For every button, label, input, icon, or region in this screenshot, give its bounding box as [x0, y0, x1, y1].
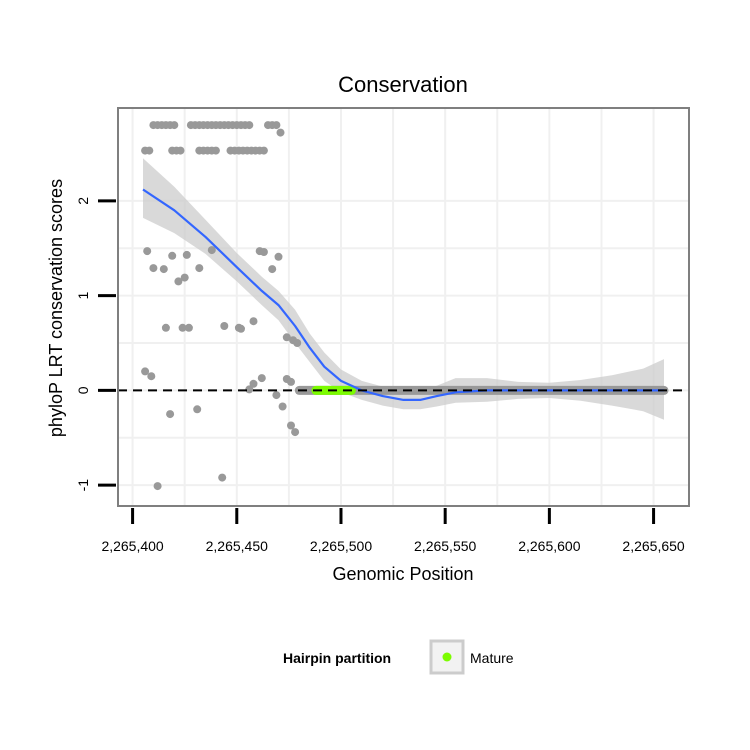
data-point — [159, 265, 168, 274]
data-point — [287, 377, 295, 386]
y-tick-label: 1 — [75, 292, 91, 300]
data-point — [245, 121, 254, 130]
y-axis-title: phyloP LRT conservation scores — [46, 179, 66, 437]
data-point — [287, 421, 295, 430]
data-point — [143, 247, 152, 256]
data-point — [276, 128, 285, 137]
data-point — [245, 385, 254, 394]
x-axis-ticks: 2,265,400 2,265,450 2,265,500 2,265,550 2,26… — [101, 508, 685, 554]
data-point — [180, 273, 189, 282]
data-point — [272, 121, 281, 130]
data-point — [257, 374, 266, 383]
data-point — [274, 252, 283, 261]
data-point — [211, 146, 220, 155]
y-tick-label: -1 — [75, 479, 91, 492]
data-point — [145, 146, 154, 155]
data-point — [168, 251, 177, 260]
data-point — [149, 264, 158, 273]
data-point — [147, 372, 156, 381]
data-point — [259, 248, 268, 256]
data-point — [268, 265, 277, 274]
panel-border — [117, 107, 690, 507]
data-point — [220, 322, 229, 330]
data-point — [184, 323, 193, 332]
data-point — [153, 482, 162, 491]
data-point — [272, 391, 281, 400]
y-tick-label: 0 — [75, 386, 91, 394]
x-tick-label: 2,265,650 — [622, 538, 684, 554]
data-point — [166, 410, 175, 419]
legend: Hairpin partition Mature — [283, 639, 514, 675]
data-point — [293, 339, 302, 347]
data-point — [193, 405, 202, 414]
legend-key-mature-dot — [442, 652, 452, 662]
data-point — [161, 323, 170, 332]
data-point — [218, 473, 227, 482]
y-tick-label: 2 — [75, 197, 91, 205]
data-point — [182, 250, 191, 259]
y-axis-ticks: -1 0 1 2 — [75, 197, 116, 492]
data-point — [237, 324, 245, 333]
x-tick-label: 2,265,400 — [101, 538, 163, 554]
legend-title: Hairpin partition — [283, 650, 391, 666]
x-tick-label: 2,265,550 — [414, 538, 476, 554]
x-tick-label: 2,265,500 — [310, 538, 372, 554]
data-point — [178, 323, 187, 332]
legend-label-mature: Mature — [470, 650, 514, 666]
chart-title: Conservation — [338, 72, 468, 97]
data-point — [249, 379, 258, 388]
x-tick-label: 2,265,600 — [518, 538, 580, 554]
x-tick-label: 2,265,450 — [206, 538, 268, 554]
data-point — [141, 367, 150, 376]
data-point — [259, 146, 268, 155]
x-axis-title: Genomic Position — [332, 564, 473, 584]
data-point — [249, 317, 258, 326]
data-point — [282, 333, 291, 342]
data-point — [176, 146, 185, 155]
data-point — [195, 264, 204, 273]
data-point — [278, 402, 287, 411]
data-point — [207, 246, 216, 255]
data-point — [291, 428, 300, 437]
data-point — [174, 277, 183, 286]
data-point — [170, 121, 179, 130]
